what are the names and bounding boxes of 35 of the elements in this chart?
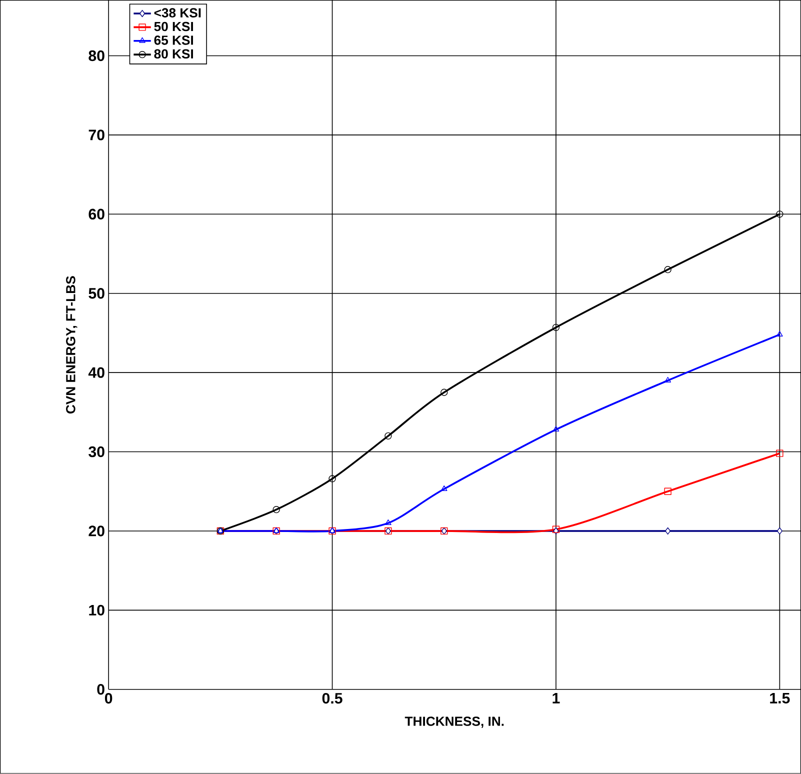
x-tick-label: 1 bbox=[552, 693, 560, 704]
y-tick-label: 30 bbox=[88, 446, 104, 458]
x-tick-label: 0.5 bbox=[322, 693, 342, 704]
point bbox=[776, 210, 784, 218]
x-tick-label: 1.5 bbox=[770, 693, 790, 704]
point bbox=[776, 450, 784, 458]
point bbox=[665, 528, 671, 535]
point bbox=[664, 488, 672, 496]
point bbox=[664, 266, 672, 274]
y-tick-label: 0 bbox=[97, 684, 104, 695]
point bbox=[272, 506, 280, 514]
point bbox=[552, 324, 560, 332]
y-axis-title: CVN ENERGY, FT-LBS bbox=[66, 276, 78, 414]
y-tick-label: 70 bbox=[88, 130, 104, 140]
point bbox=[385, 520, 392, 526]
legend-label: 50 KSI bbox=[154, 22, 193, 32]
y-tick-label: 10 bbox=[89, 604, 104, 616]
point bbox=[776, 528, 782, 535]
x-tick-label: 0 bbox=[104, 693, 112, 704]
legend-label: 65 KSI bbox=[154, 36, 193, 45]
point bbox=[776, 331, 783, 337]
legend-label: <38 KSI bbox=[154, 8, 201, 18]
legend-label: 80 KSI bbox=[154, 49, 193, 59]
y-tick-label: 60 bbox=[88, 208, 104, 220]
y-tick-label: 40 bbox=[88, 367, 104, 378]
point bbox=[328, 475, 336, 482]
x-axis-title: THICKNESS, IN. bbox=[404, 716, 504, 728]
y-tick-label: 50 bbox=[88, 288, 104, 299]
y-tick-label: 20 bbox=[88, 526, 104, 536]
point bbox=[664, 377, 671, 383]
point bbox=[552, 426, 560, 432]
point bbox=[440, 388, 448, 396]
point bbox=[384, 432, 392, 440]
y-tick-label: 80 bbox=[88, 50, 104, 62]
point bbox=[440, 486, 448, 492]
